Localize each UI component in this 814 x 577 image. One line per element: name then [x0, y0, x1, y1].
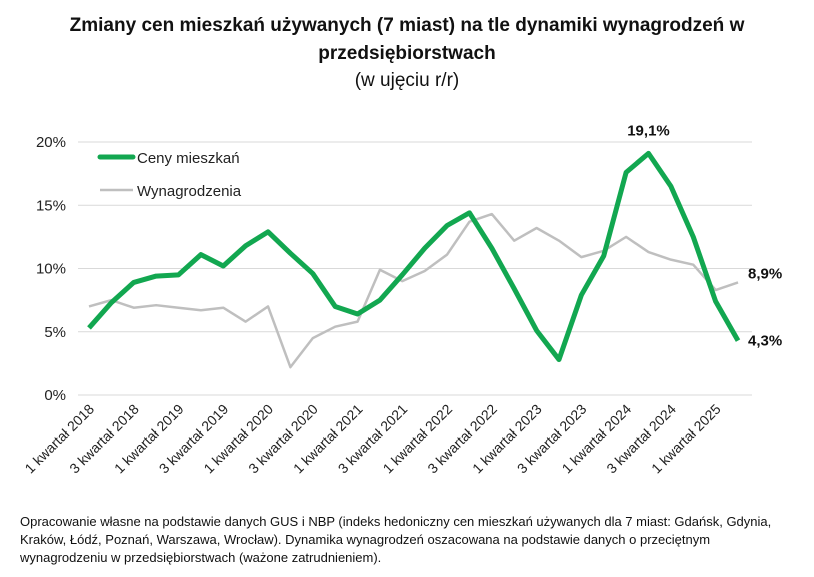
- y-tick-label: 0%: [44, 387, 66, 404]
- legend-label-wynagrodzenia: Wynagrodzenia: [137, 183, 242, 200]
- y-tick-label: 15%: [36, 197, 66, 214]
- legend-label-ceny: Ceny mieszkań: [137, 150, 240, 167]
- source-note: Opracowanie własne na podstawie danych G…: [20, 514, 772, 565]
- data-label: 8,9%: [748, 265, 782, 282]
- data-label: 19,1%: [627, 122, 670, 139]
- y-tick-label: 5%: [44, 324, 66, 341]
- data-label: 4,3%: [748, 333, 782, 350]
- chart-subtitle: (w ujęciu r/r): [354, 70, 460, 91]
- series-line-ceny: [87, 150, 741, 363]
- series-line-wynagrodzenia: [88, 212, 739, 369]
- y-tick-label: 10%: [36, 261, 66, 278]
- chart-title: Zmiany cen mieszkań używanych (7 miast) …: [69, 15, 745, 64]
- y-tick-label: 20%: [36, 134, 66, 151]
